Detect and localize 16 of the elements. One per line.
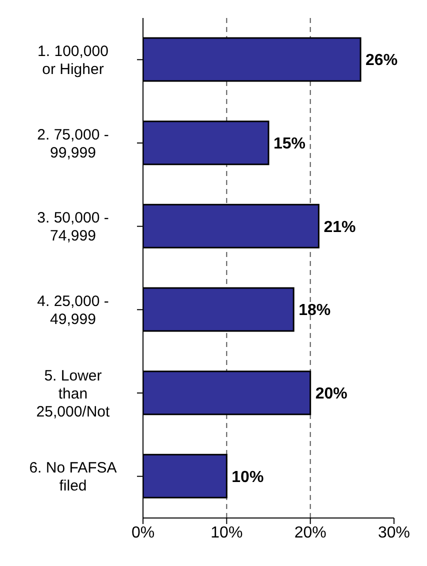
y-tick-label: 2. 75,000 - 99,999 xyxy=(37,126,109,162)
data-label: 15% xyxy=(274,136,306,153)
y-tick-label: 3. 50,000 - 74,999 xyxy=(37,210,109,245)
x-tick-label: 30% xyxy=(378,524,410,542)
x-tick-label: 0% xyxy=(131,524,155,542)
data-label: 18% xyxy=(298,302,331,320)
x-tick-label: 10% xyxy=(210,524,243,542)
data-label: 21% xyxy=(324,218,356,236)
x-tick-label: 20% xyxy=(294,524,326,542)
data-label: 26% xyxy=(366,52,398,70)
y-tick-label: 1. 100,000 or Higher xyxy=(38,42,108,78)
data-label: 10% xyxy=(232,468,264,486)
y-tick-label: 4. 25,000 - 49,999 xyxy=(37,292,109,328)
y-tick-label: 6. No FAFSA filed xyxy=(29,460,117,495)
data-label: 20% xyxy=(315,386,348,403)
y-tick-label: 5. Lower than 25,000/Not xyxy=(36,367,111,420)
